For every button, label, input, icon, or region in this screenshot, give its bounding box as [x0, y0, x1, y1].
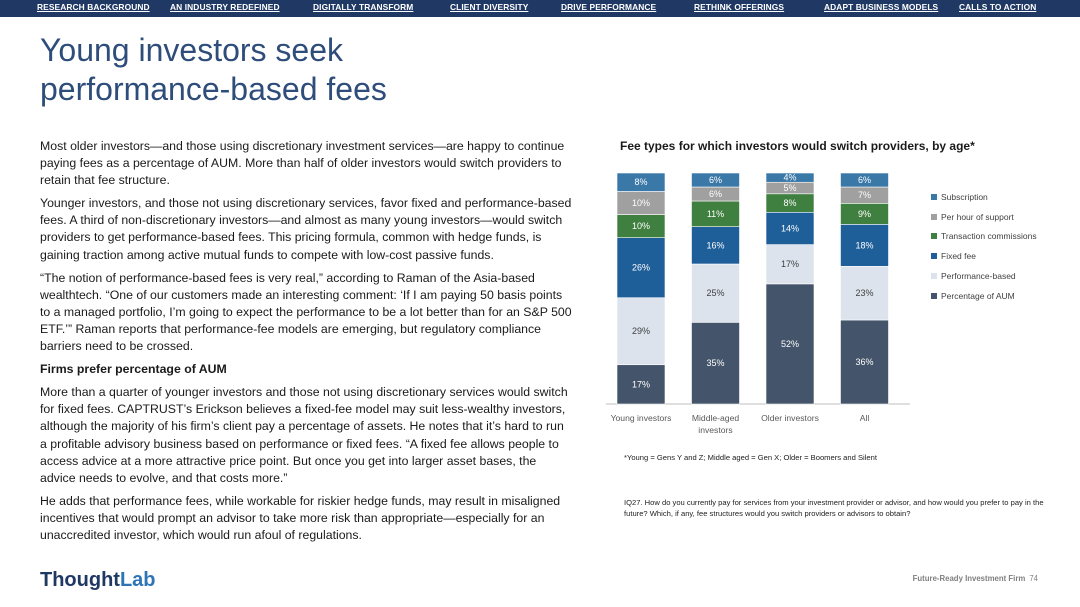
paragraph: Most older investors—and those using dis…: [40, 139, 565, 188]
data-label: 17%: [632, 379, 650, 389]
top-navigation: RESEARCH BACKGROUND AN INDUSTRY REDEFINE…: [0, 0, 1080, 17]
data-label: 23%: [855, 288, 873, 298]
data-label: 16%: [706, 240, 724, 250]
nav-client-diversity[interactable]: CLIENT DIVERSITY: [450, 2, 529, 12]
legend-swatch: [931, 213, 937, 220]
legend-label: Per hour of support: [941, 211, 1014, 222]
data-label: 36%: [855, 357, 873, 367]
chart-legend: Subscription Per hour of support Transacti…: [931, 187, 1037, 306]
legend-label: Subscription: [941, 191, 988, 202]
data-label: 5%: [783, 183, 796, 193]
bar-segment-transaction-commissions: [691, 200, 740, 227]
logo-main: Thought: [40, 569, 120, 591]
paragraph: More than a quarter of younger investors…: [40, 385, 568, 485]
nav-digitally-transform[interactable]: DIGITALLY TRANSFORM: [313, 2, 414, 12]
x-tick-label: Older investors: [761, 413, 819, 423]
data-label: 14%: [781, 223, 799, 233]
bar-segment-performance-based: [616, 297, 666, 366]
footer-title: Future-Ready Investment Firm: [912, 574, 1026, 583]
data-label: 8%: [634, 177, 647, 187]
x-tick-label: Middle-aged: [692, 413, 740, 423]
data-label: 18%: [855, 240, 873, 250]
legend-swatch: [931, 273, 937, 280]
paragraph: He adds that performance fees, while wor…: [40, 493, 561, 542]
legend-label: Percentage of AUM: [941, 290, 1015, 301]
bar-segment-fixed-fee: [765, 211, 815, 245]
legend-label: Transaction commissions: [941, 231, 1037, 242]
bar-segment-percentage-of-aum: [840, 319, 889, 405]
data-label: 26%: [632, 263, 650, 273]
bar-segment-fixed-fee: [691, 226, 740, 265]
thoughtlab-logo: ThoughtLab: [40, 569, 156, 592]
bar-segment-performance-based: [840, 266, 889, 321]
legend-swatch: [931, 193, 937, 200]
bar-segment-performance-based: [691, 263, 740, 323]
bar-segment-performance-based: [765, 244, 815, 285]
x-tick-label: investors: [698, 425, 732, 435]
bar-segment-fixed-fee: [840, 224, 889, 267]
data-label: 8%: [783, 198, 796, 208]
data-label: 9%: [858, 209, 871, 219]
data-label: 11%: [707, 209, 724, 219]
data-label: 17%: [781, 259, 799, 269]
nav-calls-to-action[interactable]: CALLS TO ACTION: [959, 2, 1037, 12]
data-label: 10%: [632, 221, 650, 231]
x-tick-label: Young investors: [611, 413, 672, 423]
legend-swatch: [931, 292, 937, 299]
bar-segment-subscription: [765, 172, 815, 183]
bar-segment-subscription: [616, 172, 666, 192]
data-label: 35%: [706, 358, 724, 368]
bar-segment-percentage-of-aum: [765, 283, 815, 405]
bar-segment-percentage-of-aum: [616, 364, 666, 405]
nav-rethink-offerings[interactable]: RETHINK OFFERINGS: [694, 2, 785, 12]
footer-label: Future-Ready Investment Firm 74: [913, 574, 1038, 583]
survey-question-note: IQ27. How do you currently pay for servi…: [624, 498, 1044, 518]
legend-item: Performance-based: [931, 266, 1037, 286]
chart-footnote: *Young = Gens Y and Z; Middle aged = Gen…: [624, 453, 877, 462]
x-tick-label: All: [860, 413, 870, 423]
bar-segment-percentage-of-aum: [691, 322, 740, 405]
bar-segment-subscription: [691, 172, 740, 188]
data-label: 6%: [709, 175, 722, 185]
legend-item: Per hour of support: [931, 207, 1037, 227]
nav-research-background[interactable]: RESEARCH BACKGROUND: [37, 2, 150, 12]
bar-segment-subscription: [840, 172, 889, 188]
data-label: 6%: [858, 175, 871, 185]
page-number: 74: [1029, 574, 1038, 583]
legend-item: Transaction commissions: [931, 227, 1037, 247]
legend-item: Fixed fee: [931, 246, 1037, 266]
legend-swatch: [931, 233, 937, 240]
page-title: Young investors seek performance-based f…: [40, 32, 387, 107]
legend-item: Percentage of AUM: [931, 286, 1037, 306]
body-text: Most older investors—and those using dis…: [40, 138, 574, 550]
paragraph: Younger investors, and those not using d…: [40, 196, 572, 262]
data-label: 25%: [706, 288, 724, 298]
legend-label: Fixed fee: [941, 251, 976, 262]
chart-title: Fee types for which investors would swit…: [620, 139, 975, 153]
nav-an-industry-redefined[interactable]: AN INDUSTRY REDEFINED: [170, 2, 280, 12]
data-label: 10%: [632, 198, 650, 208]
nav-adapt-business-models[interactable]: ADAPT BUSINESS MODELS: [824, 2, 939, 12]
legend-label: Performance-based: [941, 271, 1016, 282]
logo-accent: Lab: [119, 569, 156, 591]
data-label: 7%: [858, 190, 871, 200]
data-label: 29%: [632, 326, 650, 336]
data-label: 6%: [709, 189, 722, 199]
data-label: 4%: [783, 173, 796, 183]
legend-swatch: [931, 253, 937, 260]
data-label: 52%: [781, 339, 799, 349]
legend-item: Subscription: [931, 187, 1037, 207]
subheading: Firms prefer percentage of AUM: [40, 362, 227, 377]
paragraph: “The notion of performance-based fees is…: [40, 270, 572, 354]
nav-drive-performance[interactable]: DRIVE PERFORMANCE: [561, 2, 657, 12]
stacked-bar-chart: 17% 29% 26% 10% 10% 8% Young investors 35% 25% 16…: [606, 172, 910, 435]
